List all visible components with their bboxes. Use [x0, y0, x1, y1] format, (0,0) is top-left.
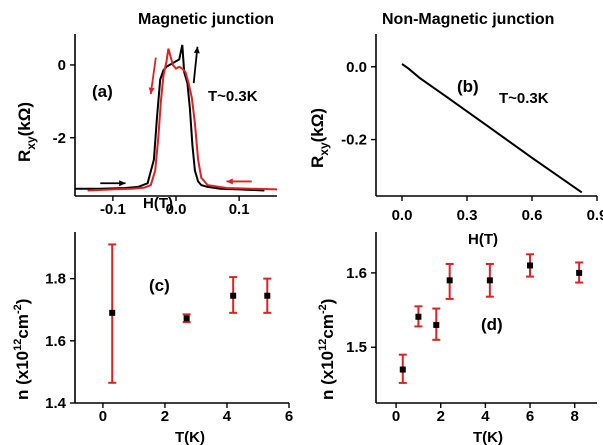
panel-a-title: Magnetic junction: [138, 11, 274, 28]
panel-d-x-tick-label: 2: [437, 408, 445, 425]
panel-c-label: (c): [149, 276, 170, 295]
panel-d-label: (d): [481, 315, 503, 334]
panel-c-point: [183, 315, 190, 322]
panel-d-plot: 0 2 4 6 8 1.5 1.6: [346, 232, 597, 425]
panel-a-arrowhead-down: [148, 87, 155, 95]
panel-d-point: [415, 313, 422, 320]
panel-c-x-tick-label: 2: [161, 408, 169, 425]
panel-a-x-tick-label: 0.1: [229, 201, 250, 218]
panel-c-x-tick-label: 4: [223, 408, 232, 425]
panel-d-point: [576, 269, 583, 276]
panel-d-point: [486, 277, 493, 284]
panel-b-x-tick-label: 0.0: [392, 207, 413, 224]
panel-a-x-tick-label: -0.1: [100, 201, 126, 218]
panel-d-ylabel: n (x1012cm-2): [317, 299, 337, 400]
panel-d-point: [433, 321, 440, 328]
panel-c-y-tick-label: 1.4: [45, 395, 67, 412]
panel-c-point: [264, 292, 271, 299]
panel-a-arrowhead-right: [119, 180, 126, 187]
panel-a-x-tick-label: 0.0: [166, 201, 187, 218]
panel-d-x-tick-label: 0: [392, 408, 400, 425]
panel-b-xlabel: H(T): [468, 231, 498, 248]
panel-d-x-tick-label: 6: [526, 408, 534, 425]
panel-b-x-tick-label: 0.9: [587, 207, 603, 224]
panel-b-label: (b): [457, 77, 479, 96]
panel-a-ylabel: Rxy(kΩ): [15, 102, 38, 162]
panel-c-x-tick-label: 6: [285, 408, 293, 425]
panel-a-label: (a): [92, 82, 113, 101]
panel-b-plot: 0.0 0.3 0.6 0.9 0.0 -0.2: [341, 34, 603, 224]
panel-b-ylabel: Rxy(kΩ): [308, 108, 331, 168]
panel-a-plot: -0.1 0.0 0.1 0 -2: [53, 34, 278, 218]
panel-a-series-0-line: [75, 44, 265, 192]
panel-d-xlabel: T(K): [473, 429, 503, 445]
panel-a-series-1-line: [87, 48, 278, 192]
panel-c: (c) T(K) n (x1012cm-2) 0 2 4 6 1.4 1.6 1.8: [12, 232, 293, 445]
panel-c-ylabel: n (x1012cm-2): [12, 299, 32, 400]
panel-d-point: [399, 366, 406, 373]
panel-d-y-tick-label: 1.6: [346, 265, 367, 282]
panel-d-x-tick-label: 8: [571, 408, 579, 425]
panel-c-x-tick-label: 0: [99, 408, 107, 425]
panel-c-plot: 0 2 4 6 1.4 1.6 1.8: [45, 232, 293, 425]
panel-a-annotation: T~0.3K: [208, 88, 258, 105]
panel-c-y-tick-label: 1.8: [45, 271, 66, 288]
panel-a: Magnetic junction (a) T~0.3K H(T) Rxy(kΩ…: [15, 11, 278, 218]
panel-d-point: [527, 262, 534, 269]
panel-b-y-tick-label: -0.2: [341, 132, 367, 149]
panel-b-x-tick-label: 0.6: [522, 207, 543, 224]
panel-b-title: Non-Magnetic junction: [382, 11, 554, 28]
panel-d-x-tick-label: 4: [481, 408, 490, 425]
panel-c-xlabel: T(K): [175, 429, 205, 445]
panel-a-y-tick-label: 0: [58, 57, 66, 74]
panel-b-x-tick-label: 0.3: [457, 207, 478, 224]
panel-b: Non-Magnetic junction (b) T~0.3K H(T) Rx…: [308, 11, 603, 248]
panel-b-annotation: T~0.3K: [499, 90, 549, 107]
panel-d-point: [446, 277, 453, 284]
panel-b-series-0-line: [401, 63, 583, 194]
panel-b-y-tick-label: 0.0: [346, 59, 367, 76]
panel-a-xlabel: H(T): [143, 195, 173, 212]
panel-d: (d) T(K) n (x1012cm-2) 0 2 4 6 8 1.5 1.6: [317, 232, 597, 445]
panel-a-arrowhead-left: [226, 178, 233, 185]
panel-a-y-tick-label: -2: [53, 130, 66, 147]
panel-c-point: [230, 292, 237, 299]
panel-d-y-tick-label: 1.5: [346, 339, 367, 356]
panel-c-point: [109, 309, 116, 316]
panel-c-y-tick-label: 1.6: [45, 333, 66, 350]
panel-a-arrowhead-up: [193, 46, 200, 54]
